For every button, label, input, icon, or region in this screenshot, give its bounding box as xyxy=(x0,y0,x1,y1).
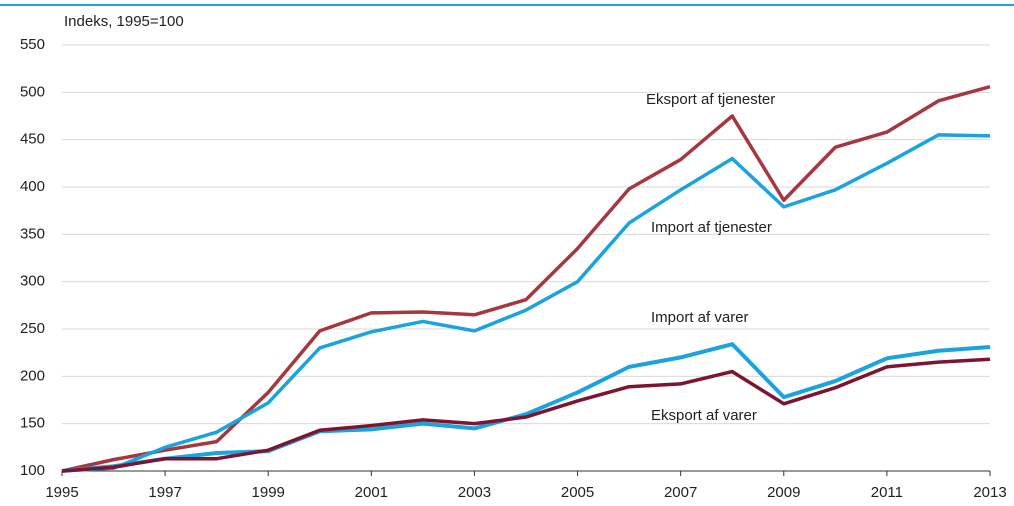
x-tick-label: 2007 xyxy=(664,484,697,501)
y-axis-label: Indeks, 1995=100 xyxy=(64,13,184,30)
y-tick-label: 400 xyxy=(20,178,45,195)
y-tick-label: 550 xyxy=(20,36,45,53)
y-tick-label: 350 xyxy=(20,225,45,242)
y-tick-label: 450 xyxy=(20,131,45,148)
y-tick-label: 300 xyxy=(20,273,45,290)
x-tick-label: 2009 xyxy=(767,484,800,501)
x-tick-label: 2013 xyxy=(973,484,1006,501)
x-tick-label: 1997 xyxy=(148,484,181,501)
series-annotation: Eksport af tjenester xyxy=(646,91,775,108)
series-annotation: Eksport af varer xyxy=(651,407,757,424)
x-tick-label: 2001 xyxy=(355,484,388,501)
series-annotation: Import af varer xyxy=(651,309,749,326)
series-annotation: Import af tjenester xyxy=(651,219,772,236)
series-line xyxy=(61,342,991,473)
series-line xyxy=(61,84,991,473)
x-tick-label: 2003 xyxy=(458,484,491,501)
y-tick-label: 100 xyxy=(20,462,45,479)
y-tick-label: 200 xyxy=(20,367,45,384)
x-tick-label: 2011 xyxy=(871,484,903,501)
series-line xyxy=(61,357,991,473)
x-tick-label: 2005 xyxy=(561,484,594,501)
y-tick-label: 150 xyxy=(20,415,45,432)
y-tick-label: 500 xyxy=(20,83,45,100)
series-line xyxy=(61,133,991,473)
x-tick-label: 1995 xyxy=(45,484,78,501)
x-tick-label: 1999 xyxy=(252,484,285,501)
y-tick-label: 250 xyxy=(20,320,45,337)
